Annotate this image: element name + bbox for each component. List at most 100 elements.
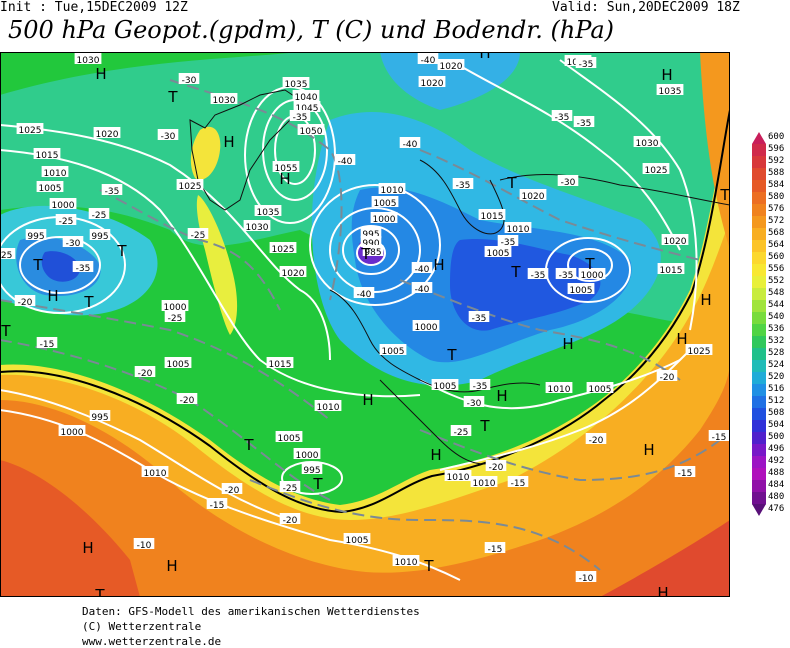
- valid-time: Valid: Sun,20DEC2009 18Z: [552, 0, 740, 15]
- svg-text:-30: -30: [182, 76, 197, 86]
- pressure-label: 1015: [478, 209, 506, 222]
- svg-text:-30: -30: [161, 132, 176, 142]
- legend-level-label: 528: [768, 348, 785, 358]
- high-pressure-marker: H: [433, 256, 444, 274]
- svg-text:1030: 1030: [77, 56, 100, 66]
- temperature-label: -40: [399, 137, 421, 150]
- svg-text:-30: -30: [467, 399, 482, 409]
- legend-swatch: [752, 288, 766, 301]
- svg-text:-20: -20: [180, 396, 195, 406]
- svg-text:1020: 1020: [96, 130, 119, 140]
- svg-text:-30: -30: [561, 178, 576, 188]
- temperature-label: -35: [575, 57, 597, 70]
- legend-colorbar: [752, 132, 766, 516]
- svg-text:-35: -35: [473, 382, 488, 392]
- svg-text:1020: 1020: [421, 79, 444, 89]
- svg-text:1005: 1005: [374, 199, 397, 209]
- temperature-label: -35: [72, 261, 94, 274]
- legend-level-label: 516: [768, 384, 785, 394]
- pressure-label: 1020: [437, 59, 465, 72]
- low-pressure-marker: T: [360, 245, 371, 263]
- footer-copyright: (C) Wetterzentrale: [82, 620, 202, 633]
- pressure-label: 1025: [16, 123, 44, 136]
- legend-swatch: [752, 240, 766, 253]
- svg-text:-35: -35: [531, 271, 546, 281]
- temperature-label: -25: [450, 425, 472, 438]
- svg-text:-20: -20: [138, 369, 153, 379]
- pressure-label: 1000: [161, 300, 189, 313]
- svg-text:1040: 1040: [295, 93, 318, 103]
- temperature-label: -40: [411, 282, 433, 295]
- svg-text:-10: -10: [579, 574, 594, 584]
- temperature-label: -20: [14, 295, 36, 308]
- svg-text:-40: -40: [421, 56, 436, 66]
- low-pressure-marker: T: [584, 255, 595, 273]
- high-pressure-marker: H: [657, 584, 668, 597]
- temperature-label: -20: [279, 513, 301, 526]
- svg-text:1005: 1005: [346, 536, 369, 546]
- low-pressure-marker: T: [243, 436, 254, 454]
- temperature-label: -35: [452, 178, 474, 191]
- pressure-label: 1030: [243, 220, 271, 233]
- svg-text:1010: 1010: [317, 403, 340, 413]
- high-pressure-marker: H: [95, 65, 106, 83]
- temperature-label: -20: [221, 483, 243, 496]
- freezing-boundary-line: [0, 109, 730, 514]
- svg-text:-35: -35: [105, 187, 120, 197]
- temperature-label: -35: [555, 268, 577, 281]
- svg-text:1025: 1025: [179, 182, 202, 192]
- legend-swatch: [752, 192, 766, 205]
- svg-text:1055: 1055: [275, 164, 298, 174]
- low-pressure-marker: T: [0, 322, 11, 340]
- svg-text:-20: -20: [589, 436, 604, 446]
- pressure-label: 1015: [657, 263, 685, 276]
- field-darkorange-south: [0, 360, 730, 597]
- svg-text:-35: -35: [579, 60, 594, 70]
- svg-text:-20: -20: [18, 298, 33, 308]
- high-pressure-marker: H: [496, 387, 507, 405]
- temperature-label: -35: [101, 184, 123, 197]
- svg-text:995: 995: [27, 232, 44, 242]
- legend-swatch: [752, 276, 766, 289]
- svg-text:-40: -40: [415, 285, 430, 295]
- low-pressure-marker: T: [83, 293, 94, 311]
- legend-swatch: [752, 468, 766, 481]
- field-red-se: [600, 520, 730, 597]
- pressure-label: 1000: [293, 448, 321, 461]
- svg-text:-15: -15: [40, 340, 55, 350]
- legend-level-label: 600: [768, 132, 785, 142]
- svg-text:-35: -35: [559, 271, 574, 281]
- svg-text:1010: 1010: [507, 225, 530, 235]
- svg-text:-35: -35: [472, 314, 487, 324]
- temperature-label: -30: [178, 73, 200, 86]
- legend-level-label: 500: [768, 432, 785, 442]
- svg-text:1000: 1000: [581, 271, 604, 281]
- low-pressure-marker: T: [167, 88, 178, 106]
- svg-text:-25: -25: [92, 211, 107, 221]
- legend-level-label: 544: [768, 300, 785, 310]
- pressure-label: 1010: [444, 470, 472, 483]
- legend-level-label: 592: [768, 156, 785, 166]
- pressure-label: 1005: [164, 357, 192, 370]
- pressure-label: 1010: [41, 166, 69, 179]
- svg-text:1005: 1005: [167, 360, 190, 370]
- pressure-label: 1005: [379, 344, 407, 357]
- temperature-label: -35: [469, 379, 491, 392]
- svg-text:-25: -25: [283, 484, 298, 494]
- legend-level-label: 572: [768, 216, 785, 226]
- pressure-label: 1040: [292, 90, 320, 103]
- svg-text:-35: -35: [555, 113, 570, 123]
- svg-text:1005: 1005: [382, 347, 405, 357]
- svg-text:-35: -35: [501, 238, 516, 248]
- legend-level-label: 512: [768, 396, 785, 406]
- pressure-label: 1025: [642, 163, 670, 176]
- svg-text:1035: 1035: [659, 87, 682, 97]
- pressure-label: 1030: [633, 136, 661, 149]
- legend-swatch: [752, 204, 766, 217]
- pressure-label: 1025: [176, 179, 204, 192]
- legend-level-label: 584: [768, 180, 785, 190]
- legend-swatch: [752, 216, 766, 229]
- legend-level-label: 492: [768, 456, 785, 466]
- svg-text:1015: 1015: [660, 266, 683, 276]
